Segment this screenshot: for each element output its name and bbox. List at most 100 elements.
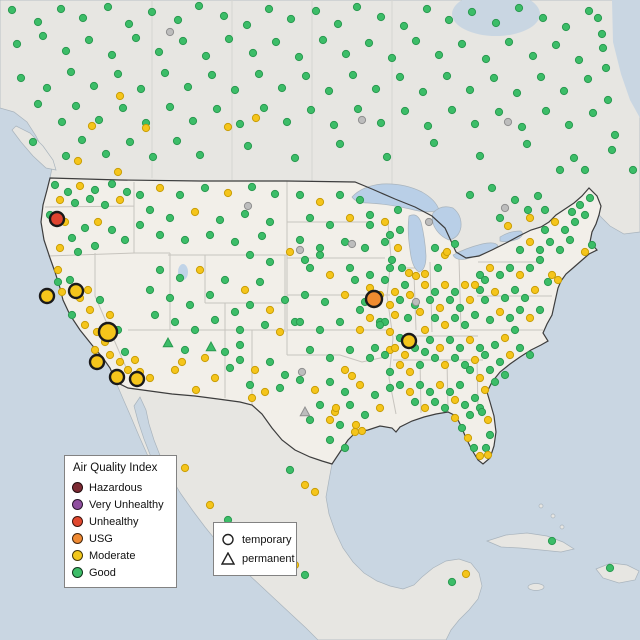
station-marker[interactable]	[382, 152, 392, 162]
station-marker[interactable]	[523, 205, 533, 215]
station-marker[interactable]	[481, 54, 491, 64]
station-marker[interactable]	[83, 285, 93, 295]
station-marker[interactable]	[465, 190, 475, 200]
station-marker[interactable]	[371, 84, 381, 94]
station-marker[interactable]	[170, 317, 180, 327]
station-marker[interactable]	[395, 225, 405, 235]
station-marker[interactable]	[87, 121, 97, 131]
station-marker[interactable]	[188, 116, 198, 126]
station-marker[interactable]	[33, 17, 43, 27]
station-marker[interactable]	[450, 287, 460, 297]
station-marker[interactable]	[145, 205, 155, 215]
station-marker[interactable]	[210, 373, 220, 383]
station-marker-highlighted[interactable]	[364, 289, 384, 309]
station-marker[interactable]	[341, 49, 351, 59]
station-marker[interactable]	[103, 2, 113, 12]
station-marker[interactable]	[131, 33, 141, 43]
station-marker-highlighted[interactable]	[97, 321, 119, 343]
station-marker[interactable]	[305, 345, 315, 355]
station-marker[interactable]	[260, 320, 270, 330]
station-marker[interactable]	[480, 385, 490, 395]
station-marker[interactable]	[429, 138, 439, 148]
station-marker[interactable]	[113, 69, 123, 79]
station-marker[interactable]	[282, 117, 292, 127]
station-marker[interactable]	[150, 310, 160, 320]
station-marker[interactable]	[397, 263, 407, 273]
station-marker[interactable]	[445, 335, 455, 345]
station-marker[interactable]	[504, 37, 514, 47]
station-marker[interactable]	[485, 365, 495, 375]
station-marker[interactable]	[275, 327, 285, 337]
station-marker[interactable]	[470, 310, 480, 320]
station-marker[interactable]	[355, 325, 365, 335]
station-marker[interactable]	[190, 325, 200, 335]
station-marker-highlighted[interactable]	[88, 353, 106, 371]
station-marker[interactable]	[480, 350, 490, 360]
station-marker[interactable]	[415, 380, 425, 390]
station-marker[interactable]	[395, 380, 405, 390]
station-marker[interactable]	[135, 220, 145, 230]
station-marker[interactable]	[390, 343, 400, 353]
station-marker[interactable]	[55, 195, 65, 205]
station-marker[interactable]	[569, 153, 579, 163]
station-marker[interactable]	[95, 295, 105, 305]
station-marker[interactable]	[553, 275, 563, 285]
station-marker[interactable]	[385, 230, 395, 240]
station-marker[interactable]	[425, 335, 435, 345]
station-marker[interactable]	[457, 39, 467, 49]
station-marker[interactable]	[605, 563, 615, 573]
station-marker[interactable]	[385, 300, 395, 310]
station-marker[interactable]	[522, 139, 532, 149]
station-marker[interactable]	[440, 403, 450, 413]
station-marker[interactable]	[360, 410, 370, 420]
station-marker[interactable]	[177, 357, 187, 367]
station-marker[interactable]	[297, 367, 307, 377]
station-marker[interactable]	[415, 360, 425, 370]
station-marker-permanent[interactable]	[299, 405, 311, 417]
station-marker[interactable]	[430, 353, 440, 363]
station-marker[interactable]	[345, 213, 355, 223]
station-marker[interactable]	[335, 420, 345, 430]
station-marker[interactable]	[485, 263, 495, 273]
station-marker[interactable]	[220, 347, 230, 357]
station-marker[interactable]	[260, 387, 270, 397]
station-marker[interactable]	[375, 320, 385, 330]
station-marker[interactable]	[90, 241, 100, 251]
station-marker[interactable]	[254, 69, 264, 79]
station-marker[interactable]	[290, 153, 300, 163]
station-marker[interactable]	[420, 403, 430, 413]
station-marker[interactable]	[325, 220, 335, 230]
station-marker[interactable]	[311, 6, 321, 16]
station-marker[interactable]	[301, 71, 311, 81]
station-marker[interactable]	[115, 357, 125, 367]
station-marker[interactable]	[136, 84, 146, 94]
station-marker[interactable]	[494, 107, 504, 117]
station-marker[interactable]	[390, 310, 400, 320]
station-marker[interactable]	[325, 353, 335, 363]
station-marker[interactable]	[477, 407, 487, 417]
station-marker[interactable]	[517, 122, 527, 132]
station-marker[interactable]	[487, 183, 497, 193]
station-marker[interactable]	[147, 7, 157, 17]
station-marker[interactable]	[248, 48, 258, 58]
station-marker[interactable]	[325, 377, 335, 387]
station-marker[interactable]	[400, 280, 410, 290]
station-marker[interactable]	[245, 300, 255, 310]
station-marker[interactable]	[450, 413, 460, 423]
station-marker[interactable]	[355, 380, 365, 390]
station-marker[interactable]	[305, 263, 315, 273]
station-marker[interactable]	[345, 400, 355, 410]
station-marker[interactable]	[230, 237, 240, 247]
station-marker[interactable]	[325, 435, 335, 445]
station-marker[interactable]	[610, 130, 620, 140]
station-marker[interactable]	[7, 5, 17, 15]
station-marker[interactable]	[440, 360, 450, 370]
station-marker[interactable]	[387, 255, 397, 265]
station-marker[interactable]	[470, 119, 480, 129]
station-marker[interactable]	[240, 285, 250, 295]
station-marker[interactable]	[411, 297, 421, 307]
station-marker[interactable]	[180, 463, 190, 473]
station-marker[interactable]	[53, 265, 63, 275]
station-marker[interactable]	[247, 393, 257, 403]
station-marker[interactable]	[495, 213, 505, 223]
